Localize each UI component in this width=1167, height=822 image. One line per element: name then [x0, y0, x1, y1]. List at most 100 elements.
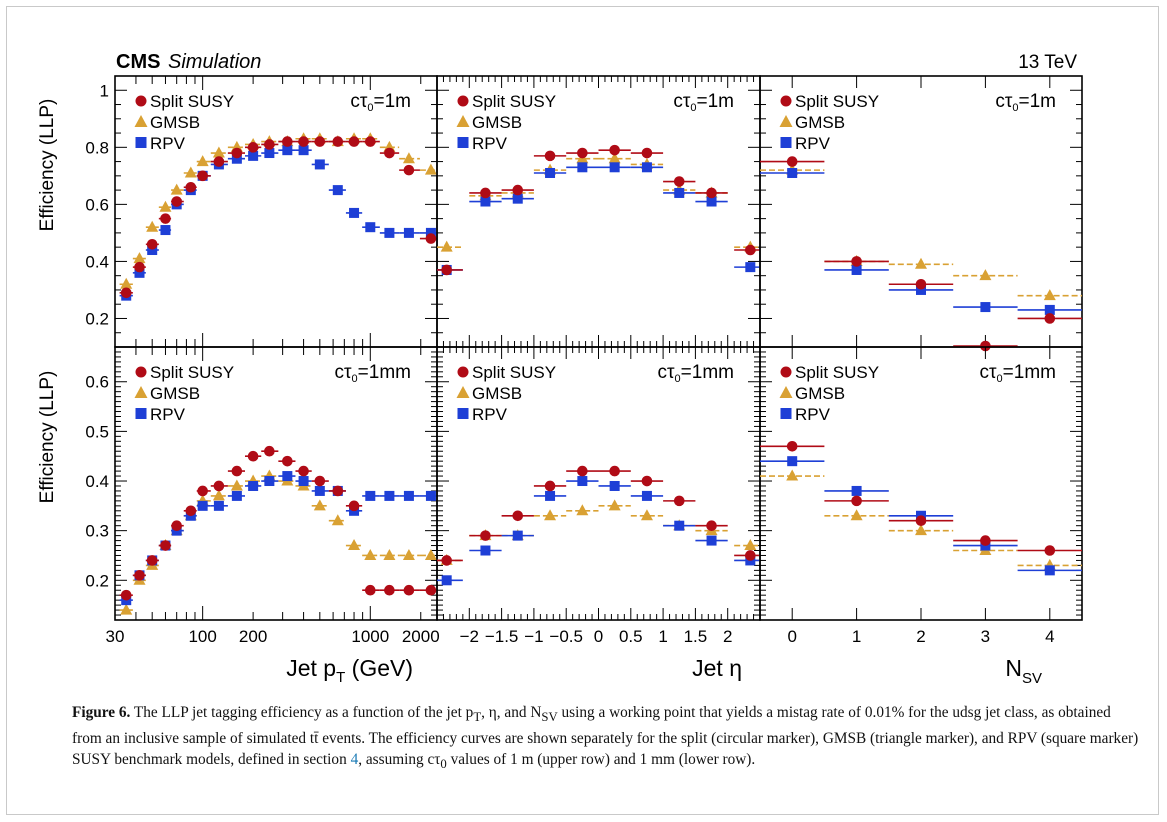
legend-marker-split-susy: [457, 95, 469, 107]
marker-split-susy: [577, 147, 588, 159]
section-link[interactable]: 4: [350, 751, 359, 769]
x-axis-label-pt: Jet pT (GeV): [286, 655, 413, 686]
marker-split-susy: [264, 445, 275, 457]
legend-marker-split-susy: [135, 95, 147, 107]
marker-rpv: [787, 167, 798, 178]
x-tick-label-eta: 1.5: [684, 627, 708, 646]
x-tick-label-nsv: 1: [852, 627, 861, 646]
marker-rpv: [1044, 565, 1055, 576]
marker-rpv: [441, 575, 452, 586]
marker-gmsb: [608, 152, 621, 164]
ctau-label: cτ0=1mm: [980, 362, 1056, 385]
marker-split-susy: [384, 147, 395, 159]
y-tick-label: 1: [100, 81, 109, 100]
marker-split-susy: [298, 136, 309, 147]
marker-rpv: [332, 185, 343, 196]
ctau-label: cτ0=1mm: [658, 362, 734, 385]
marker-rpv: [384, 227, 395, 238]
marker-rpv: [264, 476, 275, 487]
marker-split-susy: [120, 287, 132, 299]
marker-gmsb: [576, 504, 589, 516]
marker-split-susy: [1044, 545, 1056, 556]
marker-rpv: [147, 245, 158, 256]
legend-marker-split-susy: [135, 366, 147, 378]
marker-rpv: [674, 187, 685, 198]
marker-rpv: [264, 148, 275, 159]
marker-rpv: [916, 284, 926, 295]
marker-split-susy: [213, 480, 225, 492]
legend-label: RPV: [795, 405, 831, 424]
marker-rpv: [577, 162, 588, 173]
legend-marker-rpv: [780, 408, 792, 419]
marker-split-susy: [512, 510, 524, 522]
legend-label: Split SUSY: [472, 363, 556, 382]
marker-gmsb: [402, 548, 415, 560]
marker-gmsb: [424, 548, 437, 560]
marker-gmsb: [383, 548, 396, 560]
marker-gmsb: [608, 499, 621, 511]
y-tick-label: 0.8: [85, 138, 109, 157]
marker-rpv: [787, 456, 798, 467]
marker-rpv: [298, 476, 309, 487]
legend-label: RPV: [795, 134, 831, 153]
marker-gmsb: [170, 183, 183, 195]
x-tick-label-eta: 0: [594, 627, 603, 646]
ctau-label: cτ0=1m: [350, 91, 411, 114]
marker-split-susy: [609, 465, 620, 477]
marker-rpv: [1044, 304, 1055, 315]
marker-rpv: [365, 490, 376, 501]
marker-rpv: [641, 490, 652, 501]
marker-split-susy: [160, 540, 171, 551]
marker-split-susy: [403, 164, 415, 176]
marker-split-susy: [706, 520, 717, 531]
marker-gmsb: [230, 479, 243, 491]
marker-split-susy: [980, 340, 991, 352]
x-tick-label-eta: 0.5: [619, 627, 643, 646]
marker-rpv: [512, 530, 523, 541]
marker-split-susy: [332, 485, 344, 497]
marker-split-susy: [1044, 313, 1056, 324]
legend-label: GMSB: [150, 113, 200, 132]
experiment-label: CMS: [116, 51, 160, 73]
marker-rpv: [384, 490, 395, 501]
marker-split-susy: [364, 584, 376, 596]
x-axis-label-nsv: NSV: [1005, 655, 1042, 687]
legend-marker-gmsb: [134, 115, 148, 127]
marker-gmsb: [640, 509, 653, 521]
legend-marker-rpv: [780, 137, 792, 148]
marker-rpv: [545, 167, 556, 178]
marker-gmsb: [159, 200, 172, 212]
marker-split-susy: [403, 584, 415, 596]
marker-split-susy: [641, 147, 653, 159]
marker-split-susy: [673, 495, 685, 507]
marker-gmsb: [424, 163, 437, 175]
marker-split-susy: [160, 213, 171, 224]
x-tick-label-pt: 200: [239, 627, 267, 646]
marker-rpv: [403, 227, 414, 238]
energy-label: 13 TeV: [1018, 52, 1077, 73]
marker-split-susy: [197, 170, 208, 182]
marker-split-susy: [171, 196, 182, 207]
x-tick-label-eta: −2: [460, 627, 479, 646]
marker-gmsb: [850, 509, 863, 521]
legend-marker-rpv: [135, 137, 147, 148]
marker-rpv: [349, 207, 360, 218]
ctau-label: cτ0=1m: [995, 91, 1056, 114]
marker-gmsb: [348, 539, 361, 551]
marker-rpv: [248, 480, 259, 491]
legend-marker-split-susy: [457, 366, 469, 378]
marker-gmsb: [915, 257, 927, 269]
marker-rpv: [160, 225, 171, 236]
marker-gmsb: [120, 277, 133, 289]
marker-split-susy: [673, 176, 685, 187]
marker-rpv: [609, 162, 620, 173]
legend-label: Split SUSY: [795, 92, 879, 111]
marker-split-susy: [314, 475, 326, 487]
x-tick-label-pt: 1000: [351, 627, 389, 646]
marker-split-susy: [441, 555, 452, 566]
marker-split-susy: [641, 475, 653, 487]
y-tick-label: 0.5: [85, 422, 109, 441]
marker-rpv: [609, 480, 620, 491]
marker-split-susy: [609, 144, 620, 156]
marker-gmsb: [331, 514, 344, 526]
